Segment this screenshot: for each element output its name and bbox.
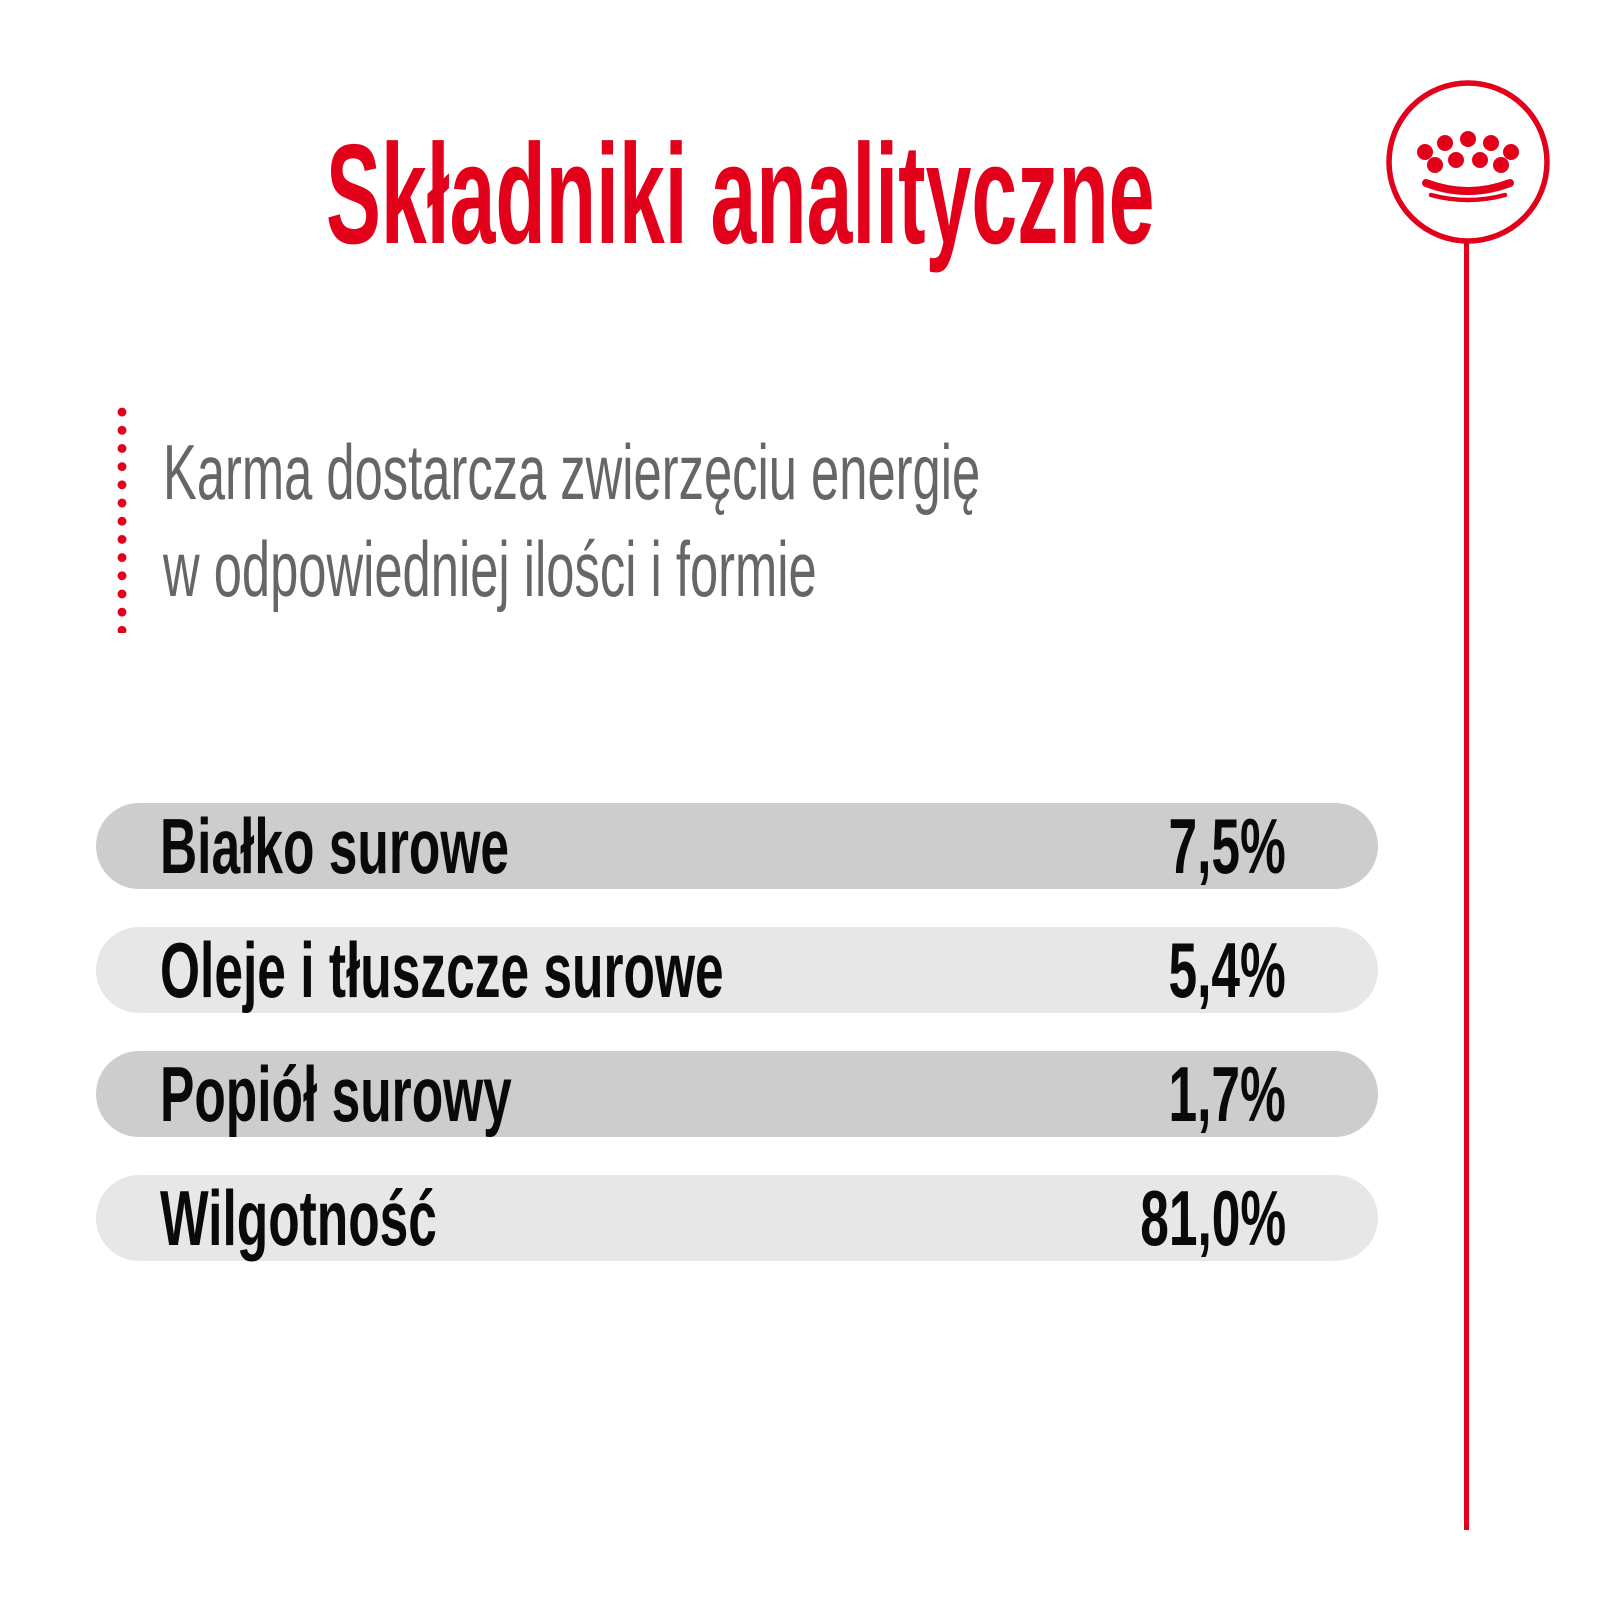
page-title: Składniki analityczne	[0, 115, 1480, 274]
description-paragraph: Karma dostarcza zwierzęciu energię w odp…	[163, 424, 1420, 618]
row-label: Popiół surowy	[160, 1049, 512, 1138]
row-label: Wilgotność	[160, 1173, 437, 1262]
row-value: 1,7%	[1168, 1049, 1286, 1138]
description-line-2: w odpowiedniej ilości i formie	[163, 525, 817, 613]
row-label: Białko surowe	[160, 801, 510, 890]
royal-canin-crown-logo	[1385, 79, 1551, 245]
vertical-accent-line	[1464, 243, 1469, 1530]
table-row-moisture: Wilgotność 81,0%	[96, 1173, 1378, 1262]
table-row-crude-oils-fats: Oleje i tłuszcze surowe 5,4%	[96, 925, 1378, 1014]
dotted-line-decoration	[117, 403, 127, 633]
row-value: 7,5%	[1168, 801, 1286, 890]
table-row-crude-ash: Popiół surowy 1,7%	[96, 1049, 1378, 1138]
description-line-1: Karma dostarcza zwierzęciu energię	[163, 428, 981, 516]
row-label: Oleje i tłuszcze surowe	[160, 925, 724, 1014]
row-value: 5,4%	[1168, 925, 1286, 1014]
crown-icon	[1386, 80, 1550, 244]
table-row-crude-protein: Białko surowe 7,5%	[96, 801, 1378, 890]
row-value: 81,0%	[1140, 1173, 1286, 1262]
page-title-text: Składniki analityczne	[325, 115, 1155, 274]
